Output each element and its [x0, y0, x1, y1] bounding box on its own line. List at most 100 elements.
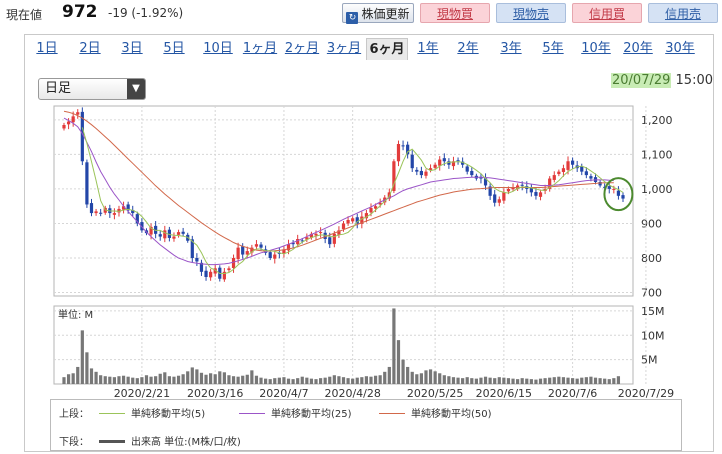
- candle-body: [282, 249, 286, 254]
- volume-bar: [428, 369, 433, 384]
- volume-bar: [89, 368, 94, 384]
- candle-body: [291, 242, 295, 245]
- volume-bar: [433, 371, 437, 384]
- volume-bar: [117, 376, 121, 384]
- candle-body: [552, 175, 556, 180]
- volume-bar: [424, 370, 428, 384]
- cash-buy-button[interactable]: 現物買: [420, 3, 490, 23]
- interval-select[interactable]: 日足 ▼: [38, 78, 146, 100]
- margin-buy-button[interactable]: 信用買: [572, 3, 642, 23]
- candle-body: [465, 166, 469, 172]
- highlight-circle: [603, 177, 634, 212]
- volume-bar: [273, 378, 277, 384]
- tab-30y[interactable]: 30年: [665, 41, 695, 56]
- volume-bar: [341, 377, 346, 384]
- candle-body: [360, 216, 364, 224]
- volume-bar: [543, 378, 547, 384]
- period-tabs: 1日 2日 3日 5日 10日 1ヶ月 2ヶ月 3ヶ月 6ヶ月 1年 2年 3年…: [24, 36, 714, 62]
- tab-6m[interactable]: 6ヶ月: [366, 38, 408, 60]
- tab-2d[interactable]: 2日: [79, 41, 101, 56]
- update-price-button[interactable]: ↻ 株価更新: [342, 3, 414, 24]
- tab-1y[interactable]: 1年: [417, 41, 439, 56]
- candle-body: [433, 164, 437, 168]
- candle-body: [415, 169, 419, 172]
- dropdown-arrow-icon: ▼: [127, 79, 145, 99]
- volume-bar: [231, 376, 236, 384]
- timestamp-date: 20/07/29: [611, 73, 672, 88]
- candle-body: [580, 166, 584, 172]
- volume-bar: [557, 376, 561, 384]
- candle-body: [520, 184, 524, 186]
- candle-body: [71, 116, 75, 123]
- candle-body: [209, 271, 213, 278]
- candle-body: [451, 161, 456, 167]
- volume-bar: [195, 369, 199, 384]
- candle-body: [167, 229, 171, 238]
- chart-timestamp: 20/07/29 15:00: [611, 73, 713, 88]
- margin-sell-button[interactable]: 信用売: [648, 3, 718, 23]
- volume-bar: [612, 378, 616, 384]
- candle-body: [598, 182, 602, 186]
- volume-bar: [314, 379, 318, 384]
- candle-body: [438, 159, 442, 166]
- cash-sell-button[interactable]: 現物売: [496, 3, 566, 23]
- legend-upper-label: 上段：: [59, 409, 89, 420]
- volume-bar: [387, 366, 391, 384]
- candle-body: [410, 154, 414, 169]
- candle-body: [529, 187, 533, 193]
- volume-bar: [291, 379, 295, 384]
- volume-bar: [268, 379, 272, 384]
- tab-3y[interactable]: 3年: [500, 41, 522, 56]
- tab-10y[interactable]: 10年: [581, 41, 611, 56]
- candle-body: [548, 178, 552, 189]
- volume-bar: [318, 378, 323, 384]
- candle-body: [195, 258, 199, 262]
- volume-bar: [236, 376, 240, 384]
- volume-bar: [589, 376, 593, 384]
- tab-1m[interactable]: 1ヶ月: [242, 41, 278, 56]
- tab-5y[interactable]: 5年: [542, 41, 564, 56]
- volume-bar: [286, 378, 291, 384]
- volume-bar: [66, 374, 71, 384]
- tab-10d[interactable]: 10日: [203, 41, 233, 56]
- volume-bar: [584, 377, 588, 384]
- candle-body: [616, 190, 621, 196]
- tab-2m[interactable]: 2ヶ月: [284, 41, 320, 56]
- candle-body: [254, 244, 259, 247]
- tab-2y[interactable]: 2年: [457, 41, 479, 56]
- volume-unit-label: 単位: M: [58, 308, 93, 321]
- candle-body: [89, 203, 94, 214]
- volume-bar: [346, 378, 350, 384]
- volume-bar: [607, 379, 611, 384]
- volume-bar: [80, 330, 84, 384]
- volume-bar: [525, 378, 529, 384]
- candle-body: [621, 195, 625, 199]
- tab-20y[interactable]: 20年: [623, 41, 653, 56]
- candle-body: [121, 206, 126, 210]
- volume-bar: [296, 378, 300, 384]
- volume-bar: [392, 308, 396, 384]
- candle-body: [534, 192, 538, 196]
- volume-bar: [419, 373, 423, 384]
- candle-body: [396, 144, 401, 162]
- tab-3d[interactable]: 3日: [121, 41, 143, 56]
- candle-body: [309, 233, 314, 238]
- volume-bar: [474, 378, 478, 384]
- candle-body: [131, 209, 135, 214]
- candle-body: [99, 212, 103, 214]
- price-y-tick-label: 800: [641, 252, 662, 265]
- legend-ma50-label: 単純移動平均(50): [411, 409, 492, 420]
- tab-3m[interactable]: 3ヶ月: [326, 41, 362, 56]
- candle-body: [483, 178, 488, 186]
- candle-body: [236, 247, 240, 260]
- interval-select-value: 日足: [45, 81, 72, 96]
- volume-bar: [369, 376, 373, 384]
- candle-body: [470, 170, 474, 176]
- legend-ma50: 単純移動平均(50): [379, 405, 492, 420]
- candle-body: [584, 171, 588, 176]
- tab-5d[interactable]: 5日: [163, 41, 185, 56]
- volume-bar: [447, 376, 451, 384]
- tab-1d[interactable]: 1日: [36, 41, 58, 56]
- legend-ma25-label: 単純移動平均(25): [271, 409, 352, 420]
